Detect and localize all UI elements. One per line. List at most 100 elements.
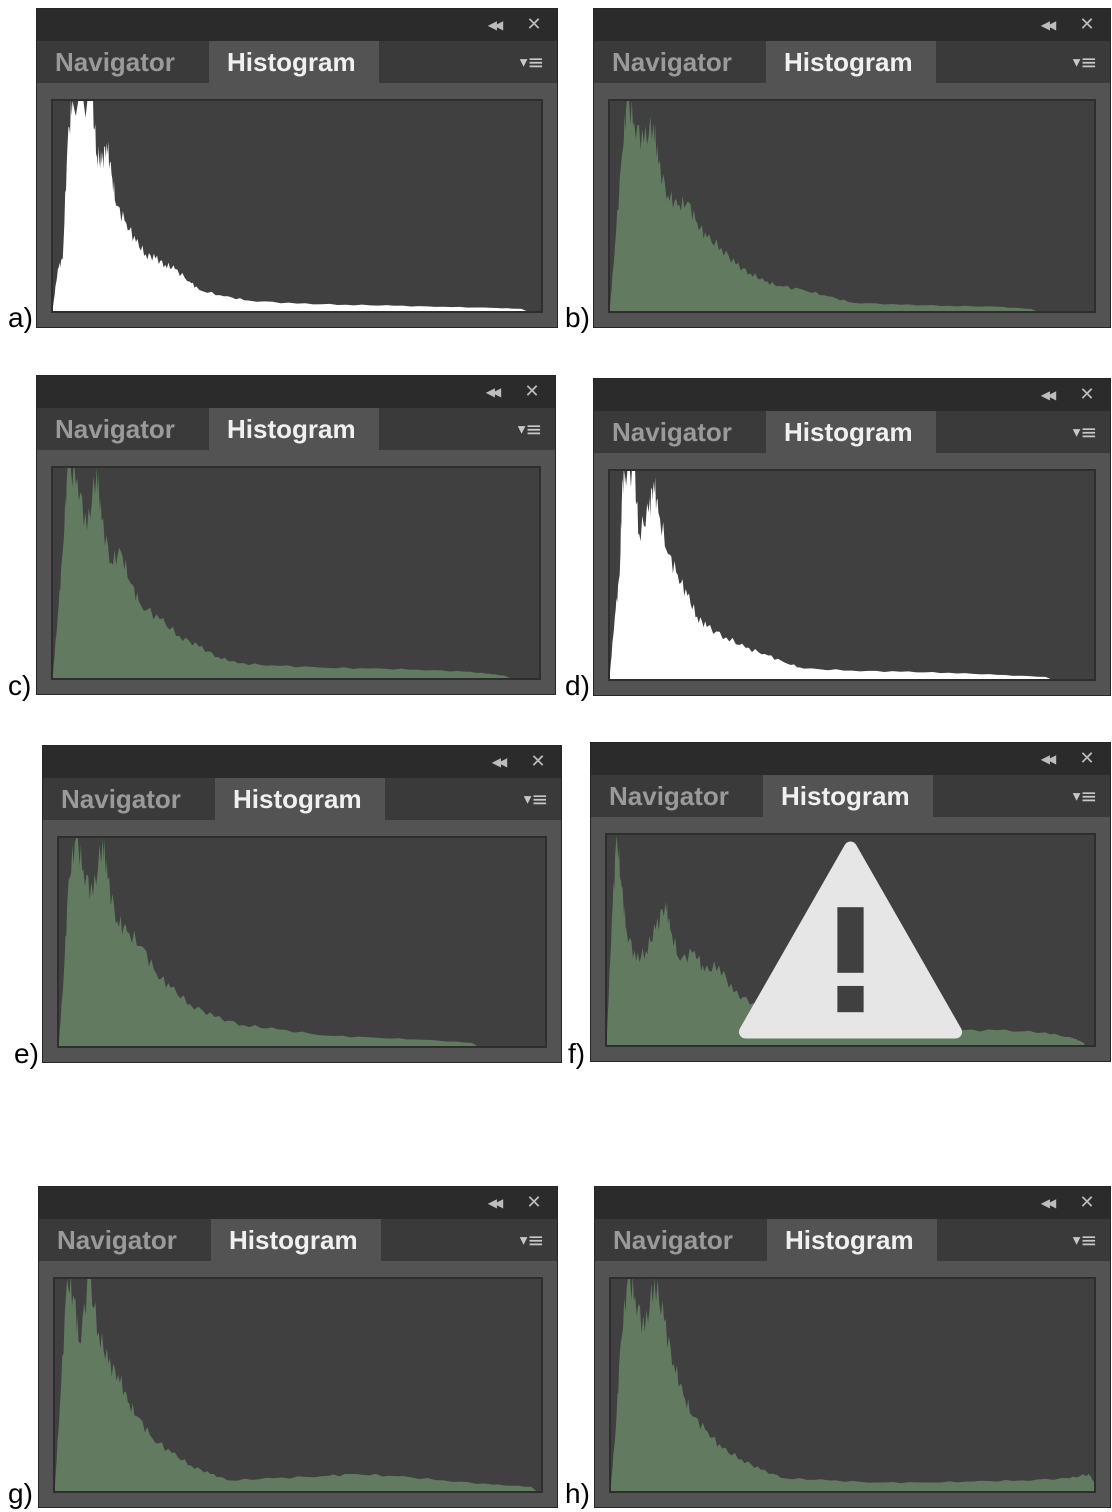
double-chevron-left-icon[interactable]: ◀◀ [491,755,507,769]
panel-menu-icon[interactable]: ▼≡ [1072,420,1098,444]
tab-bar: Navigator Histogram ▼≡ [594,411,1110,453]
panel-menu-icon[interactable]: ▼≡ [1072,50,1098,74]
tab-bar: Navigator Histogram ▼≡ [39,1219,557,1261]
warning-triangle-icon[interactable] [607,835,1094,1045]
tab-bar: Navigator Histogram ▼≡ [43,778,561,820]
histogram-display [605,833,1096,1047]
double-chevron-left-icon[interactable]: ◀◀ [1040,388,1056,402]
close-icon[interactable]: ✕ [1079,1192,1095,1213]
panel-letter-a: a) [8,302,33,333]
panel-content [591,817,1110,1061]
close-icon[interactable]: ✕ [530,751,546,772]
histogram-fill [611,1279,1094,1491]
panel-content [39,1261,557,1507]
histogram-graph [53,101,527,311]
histogram-fill [607,835,1085,1045]
tab-histogram[interactable]: Histogram [215,778,385,820]
double-chevron-left-icon[interactable]: ◀◀ [1040,752,1056,766]
close-icon[interactable]: ✕ [526,1192,542,1213]
tab-bar: Navigator Histogram ▼≡ [595,1219,1110,1261]
panel-titlebar: ◀◀ ✕ [39,1187,557,1219]
histogram-graph [53,468,510,678]
close-icon[interactable]: ✕ [524,381,540,402]
tab-navigator[interactable]: Navigator [55,414,175,444]
panel-letter-f: f) [568,1038,586,1069]
histogram-display [609,1277,1096,1493]
panel-content [594,83,1110,327]
tab-navigator[interactable]: Navigator [57,1225,177,1255]
tab-histogram[interactable]: Histogram [763,775,933,817]
panel-letter-h: h) [565,1478,590,1509]
panel-menu-icon[interactable]: ▼≡ [1072,1228,1098,1252]
tab-histogram[interactable]: Histogram [766,411,936,453]
panel-menu-icon[interactable]: ▼≡ [517,417,543,441]
close-icon[interactable]: ✕ [526,14,542,35]
panel-titlebar: ◀◀ ✕ [37,9,557,41]
close-icon[interactable]: ✕ [1079,14,1095,35]
tab-navigator[interactable]: Navigator [612,47,732,77]
panel-letter-b: b) [565,302,590,333]
panel-titlebar: ◀◀ ✕ [43,746,561,778]
double-chevron-left-icon[interactable]: ◀◀ [485,385,501,399]
panel-letter-c: c) [8,670,32,701]
histogram-fill [53,101,527,311]
histogram-fill [610,471,1051,679]
histogram-panel-h: ◀◀ ✕ Navigator Histogram ▼≡ [594,1186,1111,1508]
panel-content [595,1261,1110,1507]
panel-titlebar: ◀◀ ✕ [595,1187,1110,1219]
histogram-display [51,466,541,680]
double-chevron-left-icon[interactable]: ◀◀ [1040,1196,1056,1210]
tab-histogram[interactable]: Histogram [211,1219,381,1261]
histogram-panel-b: ◀◀ ✕ Navigator Histogram ▼≡ [593,8,1111,328]
histogram-panel-d: ◀◀ ✕ Navigator Histogram ▼≡ [593,378,1111,696]
histogram-display [57,836,547,1048]
close-icon[interactable]: ✕ [1079,748,1095,769]
histogram-fill [59,838,477,1046]
panel-letter-d: d) [565,670,590,701]
histogram-graph [607,835,1085,1045]
tab-navigator[interactable]: Navigator [609,781,729,811]
histogram-panel-a: ◀◀ ✕ Navigator Histogram ▼≡ [36,8,558,328]
panel-menu-icon[interactable]: ▼≡ [519,1228,545,1252]
tab-bar: Navigator Histogram ▼≡ [37,408,555,450]
histogram-panel-g: ◀◀ ✕ Navigator Histogram ▼≡ [38,1186,558,1508]
histogram-panel-c: ◀◀ ✕ Navigator Histogram ▼≡ [36,375,556,695]
tab-histogram[interactable]: Histogram [209,41,379,83]
histogram-graph [610,101,1036,311]
panel-letter-g: g) [8,1478,33,1509]
panel-menu-icon[interactable]: ▼≡ [523,787,549,811]
panel-letter-e: e) [14,1038,39,1069]
panel-titlebar: ◀◀ ✕ [594,379,1110,411]
tab-navigator[interactable]: Navigator [61,784,181,814]
tab-bar: Navigator Histogram ▼≡ [594,41,1110,83]
close-icon[interactable]: ✕ [1079,384,1095,405]
double-chevron-left-icon[interactable]: ◀◀ [1040,18,1056,32]
panel-menu-icon[interactable]: ▼≡ [519,50,545,74]
histogram-display [608,469,1096,681]
panel-content [37,450,555,694]
tab-navigator[interactable]: Navigator [612,417,732,447]
histogram-fill [610,101,1036,311]
histogram-graph [59,838,477,1046]
tab-navigator[interactable]: Navigator [55,47,175,77]
double-chevron-left-icon[interactable]: ◀◀ [487,1196,503,1210]
histogram-graph [610,471,1051,679]
tab-bar: Navigator Histogram ▼≡ [37,41,557,83]
histogram-graph [611,1279,1094,1491]
histogram-display [51,99,543,313]
tab-histogram[interactable]: Histogram [767,1219,937,1261]
panel-titlebar: ◀◀ ✕ [37,376,555,408]
histogram-fill [53,468,510,678]
histogram-display [608,99,1096,313]
histogram-panel-f: ◀◀ ✕ Navigator Histogram ▼≡ [590,742,1111,1062]
tab-navigator[interactable]: Navigator [613,1225,733,1255]
panel-titlebar: ◀◀ ✕ [591,743,1110,775]
tab-bar: Navigator Histogram ▼≡ [591,775,1110,817]
tab-histogram[interactable]: Histogram [766,41,936,83]
tab-histogram[interactable]: Histogram [209,408,379,450]
panel-menu-icon[interactable]: ▼≡ [1072,784,1098,808]
panel-content [43,820,561,1062]
histogram-panel-e: ◀◀ ✕ Navigator Histogram ▼≡ [42,745,562,1063]
double-chevron-left-icon[interactable]: ◀◀ [487,18,503,32]
histogram-fill [55,1279,537,1491]
